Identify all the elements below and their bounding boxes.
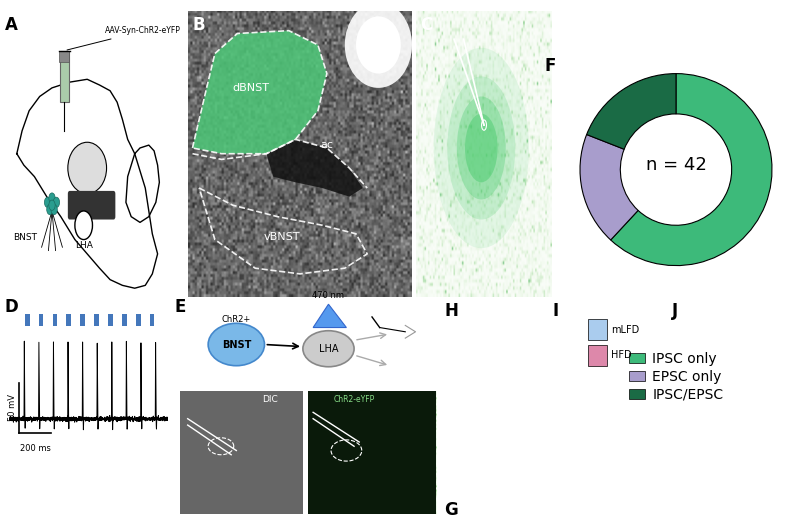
Text: AAV-Syn-ChR2-eYFP: AAV-Syn-ChR2-eYFP [67,26,181,50]
Circle shape [75,211,93,240]
Text: n = 42: n = 42 [646,156,706,174]
Text: 470 nm: 470 nm [313,291,345,300]
Circle shape [46,205,53,215]
Text: BNST: BNST [222,340,251,349]
Text: HFD: HFD [611,350,632,360]
Wedge shape [580,135,638,240]
Bar [150,314,154,326]
Text: F: F [544,57,555,75]
Text: C: C [420,16,432,34]
Text: I: I [552,302,558,320]
Bar [53,314,58,326]
Text: G: G [444,501,458,519]
Bar [122,314,126,326]
Bar [180,391,303,514]
Bar [308,391,436,514]
Circle shape [434,48,529,248]
Text: ac: ac [320,140,334,150]
Circle shape [49,193,55,203]
Text: 200 ms: 200 ms [20,444,50,453]
Circle shape [49,200,55,210]
Bar [60,51,69,102]
Polygon shape [193,31,327,154]
Legend: IPSC only, EPSC only, IPSC/EPSC: IPSC only, EPSC only, IPSC/EPSC [623,346,729,408]
Text: DIC: DIC [262,395,278,404]
Bar [59,51,70,62]
Bar [38,314,43,326]
Circle shape [54,197,59,208]
Text: D: D [5,298,18,316]
Circle shape [45,197,50,208]
Text: J: J [672,302,678,320]
Text: ChR2+: ChR2+ [222,315,251,323]
Circle shape [356,16,401,74]
Circle shape [447,76,515,219]
Bar [66,314,71,326]
Ellipse shape [303,331,354,367]
Text: LHA: LHA [74,241,93,250]
Bar [136,314,141,326]
Bar [588,344,607,366]
Bar [108,314,113,326]
Circle shape [465,113,498,182]
Polygon shape [266,139,362,197]
Text: mLFD: mLFD [611,325,639,334]
Ellipse shape [208,323,265,366]
Bar [80,314,85,326]
Text: dBNST: dBNST [232,83,270,93]
Text: vBNST: vBNST [264,232,300,242]
Bar [94,314,99,326]
Text: LHA: LHA [318,344,338,354]
Ellipse shape [68,142,106,194]
Text: ChR2-eYFP: ChR2-eYFP [334,395,374,404]
FancyBboxPatch shape [68,191,115,219]
Circle shape [457,96,506,199]
Polygon shape [313,304,346,328]
Wedge shape [586,74,676,149]
Circle shape [345,2,412,88]
Text: H: H [444,302,458,320]
Text: A: A [5,16,18,34]
Bar [588,319,607,340]
Text: B: B [193,16,205,34]
Text: BNST: BNST [14,233,38,242]
Circle shape [51,205,58,215]
Text: 50 mV: 50 mV [8,394,18,421]
Bar [25,314,30,326]
Text: E: E [175,298,186,316]
Wedge shape [610,74,772,266]
